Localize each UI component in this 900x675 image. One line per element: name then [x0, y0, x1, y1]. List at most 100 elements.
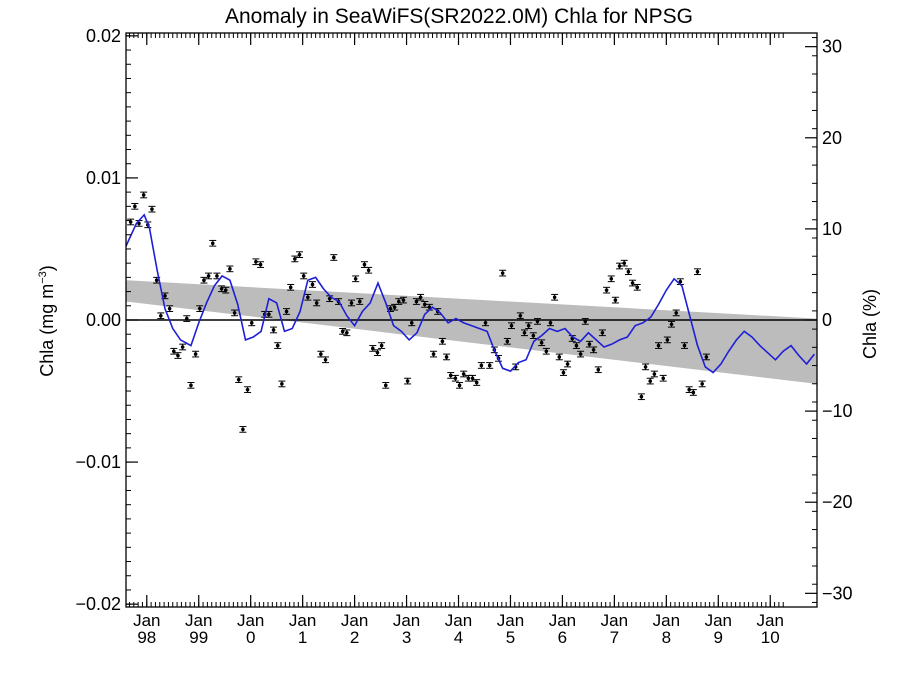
anomaly-point — [179, 343, 187, 351]
anomaly-point — [759, 0, 766, 2]
anomaly-point — [516, 312, 524, 320]
anomaly-marker — [630, 281, 635, 285]
anomaly-marker — [522, 330, 527, 335]
anomaly-point — [399, 296, 407, 304]
anomaly-marker — [167, 306, 172, 311]
anomaly-marker — [176, 353, 180, 358]
anomaly-point — [252, 258, 260, 266]
anomaly-marker — [596, 367, 601, 372]
anomaly-marker — [635, 285, 640, 290]
anomaly-point — [209, 239, 217, 247]
anomaly-marker — [669, 322, 674, 327]
anomaly-point — [672, 309, 680, 317]
anomaly-point — [777, 0, 784, 2]
anomaly-point — [742, 0, 749, 2]
anomaly-marker — [639, 394, 644, 399]
anomaly-point — [205, 272, 213, 280]
anomaly-point — [764, 0, 771, 2]
anomaly-point — [803, 0, 810, 2]
anomaly-point — [712, 0, 719, 2]
anomaly-point — [196, 305, 204, 312]
anomaly-point — [174, 352, 182, 359]
anomaly-marker — [787, 0, 791, 2]
anomaly-point — [698, 380, 706, 388]
anomaly-point — [716, 0, 723, 2]
x-tick-month-label: Jan — [549, 611, 576, 630]
anomaly-marker — [791, 0, 795, 2]
anomaly-point — [616, 262, 624, 270]
x-tick-month-label: Jan — [237, 611, 264, 630]
anomaly-point — [317, 350, 325, 358]
anomaly-marker — [128, 220, 133, 224]
anomaly-point — [339, 328, 347, 335]
anomaly-marker — [752, 0, 756, 2]
trend-confidence-band — [126, 280, 817, 384]
x-tick-month-label: Jan — [653, 611, 680, 630]
anomaly-marker — [800, 0, 804, 2]
x-tick-year-label: 4 — [454, 628, 463, 647]
anomaly-point — [646, 377, 654, 385]
anomaly-point — [694, 268, 702, 276]
anomaly-point — [127, 218, 135, 226]
anomaly-marker — [314, 301, 319, 305]
anomaly-marker — [150, 207, 154, 211]
anomaly-marker — [739, 0, 743, 2]
anomaly-point — [235, 376, 243, 384]
anomaly-point — [642, 363, 650, 371]
anomaly-point — [681, 342, 689, 349]
anomaly-marker — [232, 311, 237, 315]
anomaly-marker — [392, 305, 397, 310]
anomaly-marker — [159, 313, 163, 318]
anomaly-marker — [297, 252, 302, 257]
anomaly-point — [257, 261, 265, 268]
anomaly-point — [564, 360, 572, 368]
anomaly-marker — [163, 294, 167, 298]
x-tick-month-label: Jan — [289, 611, 316, 630]
anomaly-point — [473, 379, 481, 386]
anomaly-marker — [604, 288, 609, 292]
left-tick-label: 0.00 — [86, 310, 121, 330]
anomaly-point — [287, 283, 295, 291]
anomaly-point — [421, 301, 429, 308]
anomaly-point — [187, 382, 195, 389]
anomaly-marker — [578, 352, 583, 356]
right-tick-label: −20 — [822, 492, 853, 512]
anomaly-point — [283, 308, 291, 315]
anomaly-marker — [418, 295, 423, 300]
anomaly-marker — [643, 365, 648, 369]
anomaly-marker — [557, 355, 562, 359]
x-tick-month-label: Jan — [445, 611, 472, 630]
anomaly-marker — [795, 0, 799, 2]
anomaly-point — [781, 0, 788, 2]
anomaly-point — [378, 342, 386, 349]
anomaly-marker — [236, 377, 241, 382]
anomaly-marker — [744, 0, 748, 2]
anomaly-marker — [735, 0, 739, 2]
anomaly-marker — [687, 387, 691, 392]
anomaly-point — [408, 319, 416, 327]
anomaly-marker — [483, 321, 488, 325]
anomaly-point — [624, 268, 632, 276]
anomaly-point — [572, 342, 580, 349]
anomaly-marker — [332, 255, 336, 260]
anomaly-marker — [656, 343, 661, 348]
anomaly-marker — [722, 0, 726, 2]
anomaly-point — [226, 265, 234, 273]
anomaly-point — [663, 336, 671, 344]
plot-area — [126, 0, 817, 433]
x-tick-month-label: Jan — [133, 611, 160, 630]
anomaly-point — [611, 296, 619, 304]
left-axis-label: Chla (mg m−3) — [37, 265, 57, 377]
right-tick-label: −30 — [822, 583, 853, 603]
anomaly-marker — [375, 350, 380, 355]
anomaly-point — [313, 299, 321, 307]
x-tick-year-label: 5 — [506, 628, 515, 647]
anomaly-point — [629, 279, 637, 287]
left-axis-label-sup: −3 — [37, 271, 49, 284]
anomaly-marker — [223, 288, 228, 292]
left-tick-label: 0.01 — [86, 168, 121, 188]
anomaly-marker — [202, 278, 206, 283]
anomaly-point — [503, 337, 511, 345]
anomaly-point — [746, 0, 753, 2]
anomaly-marker — [310, 282, 315, 287]
